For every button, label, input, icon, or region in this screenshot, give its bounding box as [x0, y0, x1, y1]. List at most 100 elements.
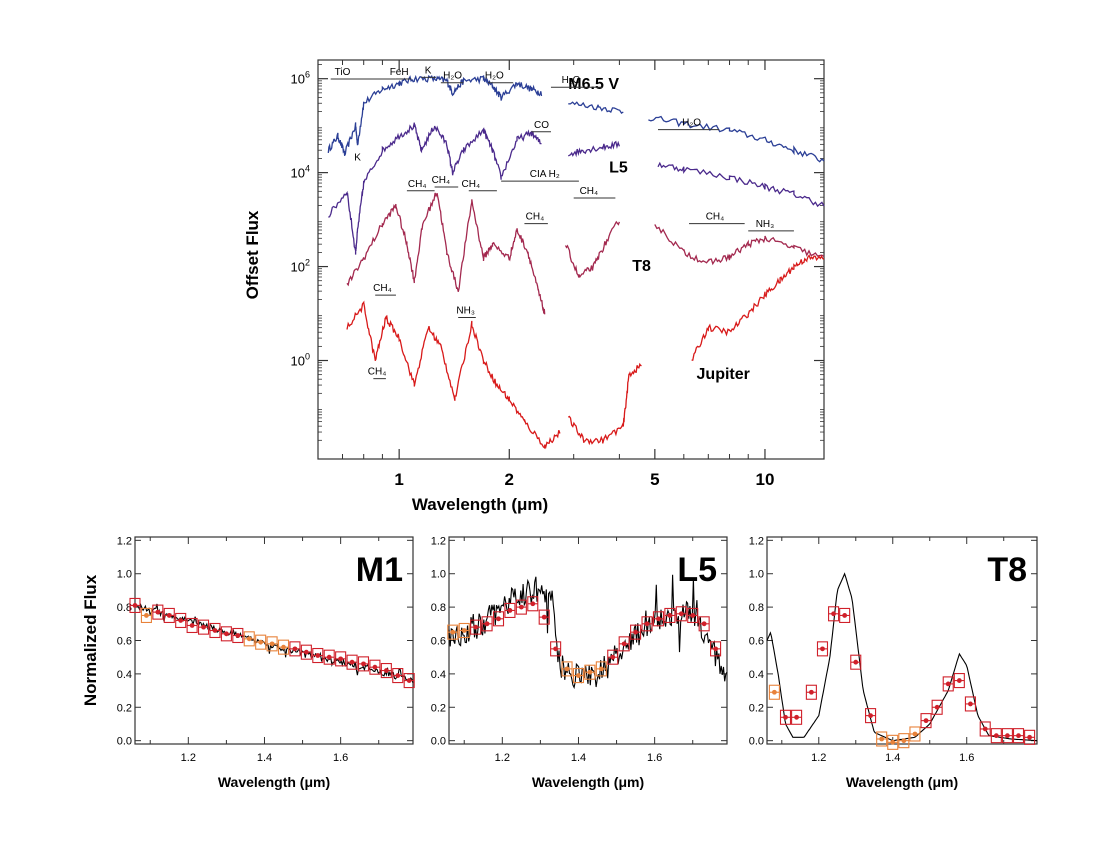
data-marker — [923, 718, 929, 724]
data-marker — [315, 653, 321, 658]
data-marker — [189, 623, 195, 628]
data-marker — [281, 644, 286, 650]
data-marker — [820, 646, 825, 652]
data-point — [255, 634, 267, 650]
feature-label: H₂O — [485, 71, 504, 82]
data-point — [561, 661, 573, 677]
data-point — [163, 607, 175, 624]
data-marker — [621, 641, 627, 647]
data-marker — [678, 611, 684, 617]
data-point — [909, 726, 921, 742]
data-point — [898, 733, 910, 749]
data-point — [140, 607, 152, 624]
y-tick-label: 0.6 — [431, 636, 446, 648]
data-marker — [1005, 733, 1010, 739]
data-point — [607, 649, 619, 665]
data-point — [197, 619, 210, 635]
x-tick-label: 1.2 — [811, 752, 826, 764]
data-marker — [794, 714, 799, 720]
data-point — [403, 673, 415, 689]
data-point — [931, 699, 943, 715]
data-marker — [372, 664, 378, 670]
data-point — [470, 619, 482, 635]
y-tick-label: 0.6 — [749, 636, 764, 648]
data-marker — [890, 739, 896, 745]
y-tick-label: 0.4 — [117, 669, 132, 681]
data-marker — [166, 613, 172, 618]
data-marker — [945, 681, 951, 687]
y-axis-label: Offset Flux — [243, 210, 262, 299]
data-point — [572, 668, 585, 684]
data-marker — [633, 629, 639, 635]
plot-frame — [317, 59, 825, 460]
data-point — [990, 728, 1002, 744]
data-point — [1001, 728, 1013, 744]
spectrum-line-t8 — [564, 220, 621, 279]
data-marker — [269, 641, 275, 647]
data-marker — [982, 726, 988, 732]
y-tick-label: 0.2 — [117, 702, 132, 714]
data-marker — [212, 628, 218, 633]
data-marker — [968, 701, 973, 707]
y-tick-label: 0.6 — [117, 636, 132, 648]
data-point — [129, 597, 141, 613]
data-marker — [201, 624, 206, 630]
data-point — [335, 651, 347, 667]
data-point — [220, 626, 232, 642]
data-point — [779, 709, 792, 725]
data-marker — [292, 646, 298, 652]
data-marker — [667, 613, 673, 618]
y-tick-label: 1.2 — [749, 535, 764, 547]
spectrum-line-jupiter — [346, 300, 561, 450]
data-point — [357, 656, 370, 672]
data-point — [492, 611, 505, 627]
data-marker — [450, 629, 456, 635]
l5-panel: 0.0 0.2 0.4 0.6 0.8 1.0 1.2 1.2 1.4 1.6Wavelength… — [431, 535, 728, 790]
x-tick-label: 1.6 — [333, 752, 348, 764]
data-marker — [530, 601, 536, 607]
data-marker — [644, 621, 650, 627]
data-point — [710, 641, 722, 657]
y-tick-label: 0.2 — [749, 702, 764, 714]
data-point — [380, 662, 392, 679]
data-marker — [993, 733, 999, 739]
data-marker — [473, 624, 479, 630]
feature-label: CH₄ — [432, 175, 451, 186]
data-point — [652, 611, 665, 627]
data-point — [805, 684, 817, 700]
data-marker — [934, 704, 940, 710]
data-point — [312, 647, 324, 664]
y-tick-label: 100 — [291, 352, 310, 369]
y-tick-label: 1.2 — [117, 535, 132, 547]
data-point — [289, 641, 301, 657]
data-marker — [564, 666, 570, 672]
feature-label: CH₄ — [462, 179, 481, 190]
data-point — [876, 731, 888, 747]
spectrum-line-t8 — [654, 224, 825, 266]
data-point — [698, 616, 710, 632]
x-tick-label: 2 — [505, 470, 514, 489]
y-tick-label: 0.0 — [749, 736, 764, 748]
data-marker — [701, 621, 707, 627]
data-marker — [901, 738, 907, 744]
data-marker — [912, 731, 918, 737]
x-axis-label: Wavelength (μm) — [846, 774, 958, 790]
feature-label: K — [425, 65, 432, 76]
x-tick-label: 1 — [394, 470, 403, 489]
data-point — [839, 607, 851, 624]
data-marker — [235, 633, 241, 638]
data-marker — [406, 678, 412, 683]
data-marker — [361, 661, 366, 667]
data-marker — [713, 646, 718, 652]
data-marker — [956, 678, 962, 683]
x-tick-label: 1.2 — [495, 752, 510, 764]
data-marker — [831, 611, 836, 617]
spectrum-line-jupiter — [567, 362, 642, 446]
feature-label: CIA H₂ — [530, 169, 560, 180]
panel-title: T8 — [987, 551, 1027, 589]
data-marker — [461, 628, 467, 633]
data-point — [186, 617, 198, 634]
x-axis-label: Wavelength (μm) — [412, 495, 548, 514]
x-axis-label: Wavelength (μm) — [218, 774, 330, 790]
